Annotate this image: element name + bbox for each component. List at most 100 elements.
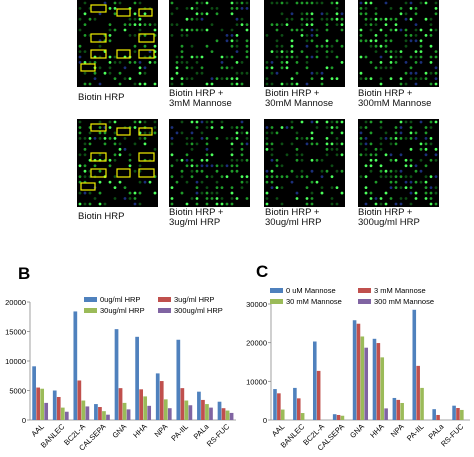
array-spot xyxy=(359,71,363,75)
bar xyxy=(73,311,78,420)
array-spot xyxy=(225,34,229,37)
array-spot xyxy=(384,44,388,48)
array-spot xyxy=(133,34,137,37)
array-spot xyxy=(265,61,269,64)
bar xyxy=(32,366,36,420)
array-spot xyxy=(389,158,393,162)
array-spot xyxy=(143,44,147,48)
array-spot xyxy=(153,28,157,32)
array-spot xyxy=(404,186,408,189)
array-spot xyxy=(394,50,398,53)
array-spot xyxy=(394,126,398,129)
array-spot xyxy=(359,142,363,146)
array-spot xyxy=(133,142,137,146)
array-image-r2-2 xyxy=(169,119,250,207)
array-spot xyxy=(320,12,324,16)
array-spot xyxy=(394,186,398,189)
array-spot xyxy=(128,34,132,37)
array-spot xyxy=(285,23,289,26)
array-spot xyxy=(153,120,157,124)
array-spot xyxy=(200,158,204,162)
array-spot xyxy=(414,34,418,37)
array-spot xyxy=(429,55,433,59)
array-spot xyxy=(133,50,137,53)
array-spot xyxy=(359,126,363,129)
array-spot xyxy=(275,164,279,168)
array-spot xyxy=(190,175,194,179)
array-spot xyxy=(434,175,438,179)
array-spot xyxy=(394,137,398,140)
bar xyxy=(229,412,234,420)
array-spot xyxy=(113,197,117,200)
bar xyxy=(60,407,65,420)
array-image-r2-4 xyxy=(358,119,439,207)
array-spot xyxy=(180,175,184,179)
array-spot xyxy=(240,23,244,26)
array-spot xyxy=(113,120,117,124)
array-spot xyxy=(340,44,344,48)
array-spot xyxy=(280,1,284,5)
array-spot xyxy=(335,6,339,10)
x-tick-label: HHA xyxy=(368,422,386,440)
side-label-rsfuc: RS-FUC xyxy=(52,70,71,76)
array-spot xyxy=(424,137,428,140)
array-spot xyxy=(240,6,244,10)
x-tick-label: NPA xyxy=(389,422,406,439)
array-spot xyxy=(230,186,234,189)
array-spot xyxy=(78,137,82,140)
array-spot xyxy=(98,137,102,140)
array-spot xyxy=(230,147,234,151)
array-spot xyxy=(374,39,378,43)
array-spot xyxy=(389,186,393,189)
array-spot xyxy=(128,23,132,26)
array-spot xyxy=(190,197,194,200)
array-spot xyxy=(265,126,269,129)
array-spot xyxy=(384,66,388,70)
array-spot xyxy=(270,126,274,129)
array-spot xyxy=(175,158,179,162)
array-spot xyxy=(330,66,334,70)
array-spot xyxy=(113,137,117,140)
array-spot xyxy=(118,147,122,151)
array-spot xyxy=(285,82,289,86)
array-spot xyxy=(305,17,309,21)
array-spot xyxy=(265,77,269,80)
array-spot xyxy=(414,164,418,168)
array-spot xyxy=(200,169,204,173)
array-spot xyxy=(399,169,403,173)
array-spot xyxy=(170,82,174,86)
array-spot xyxy=(138,66,142,70)
array-spot xyxy=(220,164,224,168)
array-spot xyxy=(190,158,194,162)
array-spot xyxy=(295,191,299,195)
array-spot xyxy=(180,82,184,86)
array-spot xyxy=(374,34,378,37)
legend-label: 300ug/ml HRP xyxy=(174,306,223,315)
array-spot xyxy=(315,120,319,124)
array-spot xyxy=(434,158,438,162)
array-spot xyxy=(215,137,219,140)
bar xyxy=(352,320,357,420)
panel-label-b: B xyxy=(18,264,31,283)
array-spot xyxy=(153,61,157,64)
array-spot xyxy=(210,126,214,129)
highlight-box xyxy=(116,49,131,59)
array-spot xyxy=(190,55,194,59)
array-spot xyxy=(235,169,239,173)
array-spot xyxy=(143,131,147,135)
array-spot xyxy=(113,186,117,189)
array-spot xyxy=(374,147,378,151)
array-spot xyxy=(340,120,344,124)
side-label-aal: AAL xyxy=(46,122,56,128)
array-spot xyxy=(128,153,132,157)
array-spot xyxy=(404,34,408,37)
legend-label: 0ug/ml HRP xyxy=(100,295,140,304)
array-caption-r1-1: Biotin HRP xyxy=(78,92,125,103)
array-spot xyxy=(414,12,418,16)
bar xyxy=(312,341,317,420)
array-spot xyxy=(399,202,403,206)
array-spot xyxy=(364,175,368,179)
array-spot xyxy=(88,82,92,86)
array-spot xyxy=(300,23,304,26)
y-tick-label: 30000 xyxy=(246,300,267,309)
